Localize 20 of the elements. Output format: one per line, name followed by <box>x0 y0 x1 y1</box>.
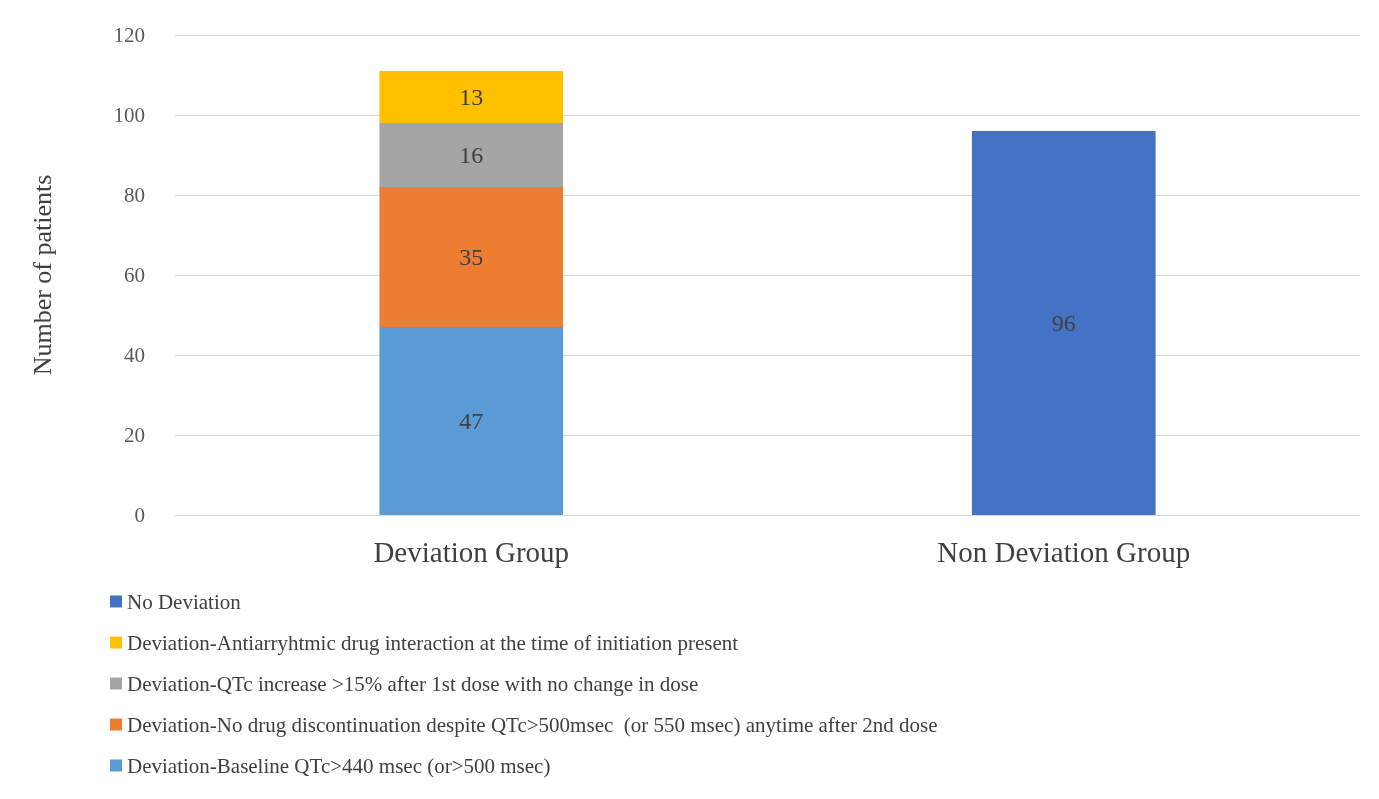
data-label: 35 <box>459 244 484 270</box>
x-tick-label: Deviation Group <box>373 535 570 568</box>
data-label: 47 <box>459 408 484 434</box>
legend-label: Deviation-No drug discontinuation despite QTc>500msec (or 550 msec) anytime after 2nd dose <box>127 712 938 737</box>
data-label: 96 <box>1051 310 1076 336</box>
y-tick-label: 20 <box>124 423 145 447</box>
data-label: 13 <box>459 84 484 110</box>
y-axis-title: Number of patients <box>27 174 57 376</box>
y-tick-label: 80 <box>124 183 145 207</box>
y-tick-label: 120 <box>113 23 145 47</box>
y-tick-label: 100 <box>113 103 145 127</box>
legend-label: No Deviation <box>127 589 242 614</box>
legend-label: Deviation-Antiarryhtmic drug interaction at the time of initiation present <box>127 630 739 655</box>
y-tick-label: 0 <box>134 503 145 527</box>
data-label: 16 <box>459 142 484 168</box>
legend-label: Deviation-QTc increase >15% after 1st dose with no change in dose <box>127 671 699 696</box>
y-tick-label: 40 <box>124 343 145 367</box>
x-tick-label: Non Deviation Group <box>937 535 1191 568</box>
legend-label: Deviation-Baseline QTc>440 msec (or>500 msec) <box>127 753 551 778</box>
y-tick-label: 60 <box>124 263 145 287</box>
